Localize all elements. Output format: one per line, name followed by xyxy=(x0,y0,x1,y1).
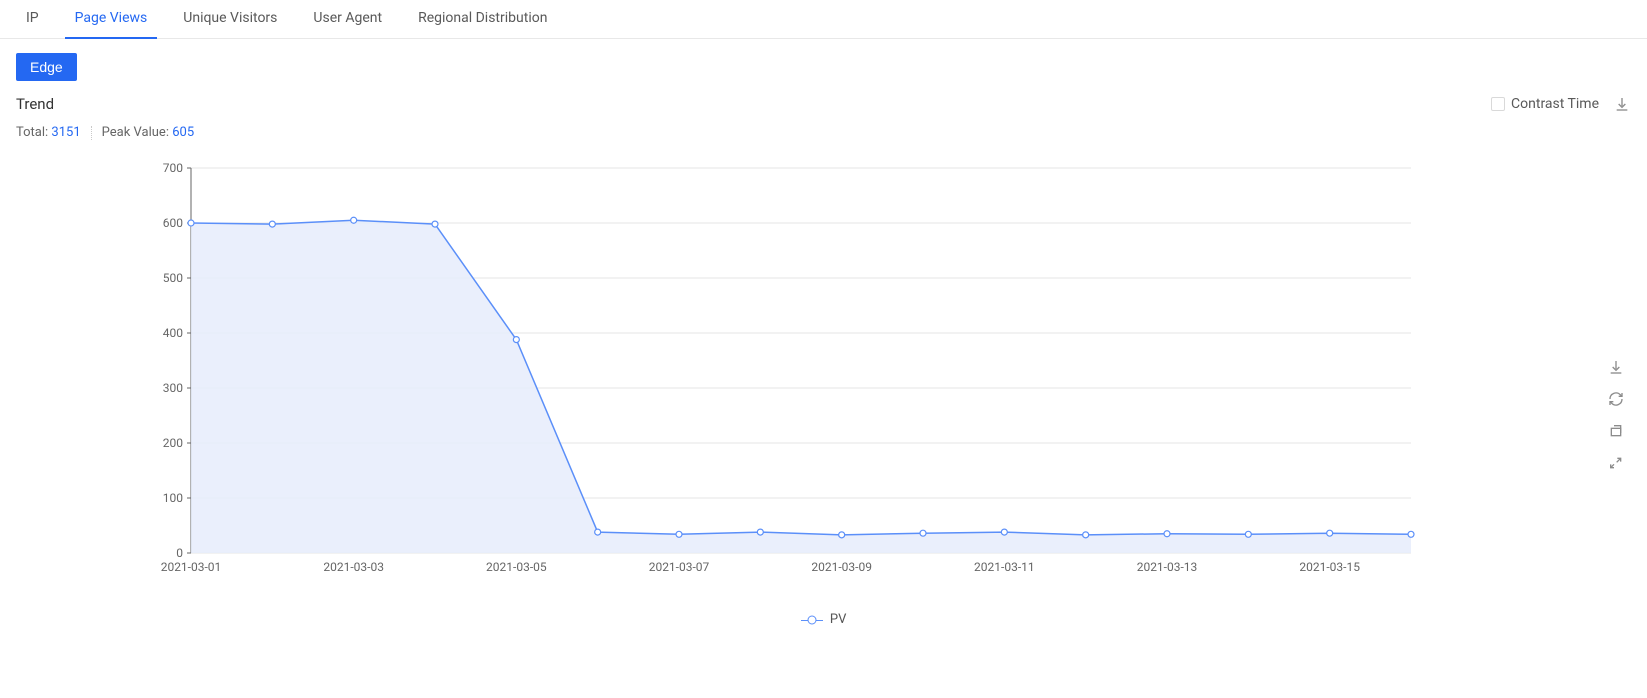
svg-text:2021-03-09: 2021-03-09 xyxy=(811,560,872,574)
trend-header-actions: Contrast Time xyxy=(1491,95,1631,113)
svg-text:2021-03-03: 2021-03-03 xyxy=(323,560,384,574)
svg-text:700: 700 xyxy=(163,161,183,175)
trend-chart: 0 100 200 300 400 500 600 700 2021-03-01 2021-03-… xyxy=(16,158,1496,598)
legend-label: PV xyxy=(830,612,846,627)
svg-text:400: 400 xyxy=(163,326,183,340)
svg-text:0: 0 xyxy=(176,546,183,560)
toolbar: Edge xyxy=(0,39,1647,89)
svg-text:100: 100 xyxy=(163,491,183,505)
svg-text:2021-03-13: 2021-03-13 xyxy=(1137,560,1198,574)
contrast-time-toggle[interactable]: Contrast Time xyxy=(1491,96,1599,112)
edge-button[interactable]: Edge xyxy=(16,53,77,81)
tab-page-views[interactable]: Page Views xyxy=(57,0,166,38)
trend-header: Trend Contrast Time xyxy=(0,89,1647,121)
svg-text:600: 600 xyxy=(163,216,183,230)
total-value: 3151 xyxy=(51,125,80,140)
stats-row: Total: 3151 Peak Value: 605 xyxy=(0,121,1647,158)
contrast-time-label: Contrast Time xyxy=(1511,96,1599,112)
tab-ip[interactable]: IP xyxy=(8,0,57,38)
tabs-bar: IP Page Views Unique Visitors User Agent… xyxy=(0,0,1647,39)
restore-icon[interactable] xyxy=(1607,454,1625,472)
stats-separator xyxy=(91,126,92,140)
peak-label: Peak Value: xyxy=(102,125,173,140)
svg-text:200: 200 xyxy=(163,436,183,450)
svg-text:300: 300 xyxy=(163,381,183,395)
svg-text:2021-03-15: 2021-03-15 xyxy=(1299,560,1360,574)
refresh-icon[interactable] xyxy=(1607,390,1625,408)
save-image-icon[interactable] xyxy=(1607,358,1625,376)
total-stat: Total: 3151 xyxy=(16,125,81,140)
chart-legend: PV xyxy=(16,602,1631,627)
peak-value: 605 xyxy=(172,125,194,140)
total-label: Total: xyxy=(16,125,51,140)
svg-text:500: 500 xyxy=(163,271,183,285)
checkbox-icon xyxy=(1491,97,1505,111)
chart-container: 0 100 200 300 400 500 600 700 2021-03-01 2021-03-… xyxy=(0,158,1647,657)
svg-text:2021-03-07: 2021-03-07 xyxy=(649,560,710,574)
download-icon[interactable] xyxy=(1613,95,1631,113)
chart-side-tools xyxy=(1607,358,1625,472)
svg-text:2021-03-01: 2021-03-01 xyxy=(161,560,222,574)
svg-text:2021-03-05: 2021-03-05 xyxy=(486,560,547,574)
tab-regional-distribution[interactable]: Regional Distribution xyxy=(400,0,565,38)
legend-marker-icon xyxy=(801,615,823,625)
tab-unique-visitors[interactable]: Unique Visitors xyxy=(165,0,295,38)
trend-title: Trend xyxy=(16,95,54,113)
zoom-icon[interactable] xyxy=(1607,422,1625,440)
tab-user-agent[interactable]: User Agent xyxy=(295,0,400,38)
peak-stat: Peak Value: 605 xyxy=(102,125,194,140)
svg-text:2021-03-11: 2021-03-11 xyxy=(974,560,1035,574)
